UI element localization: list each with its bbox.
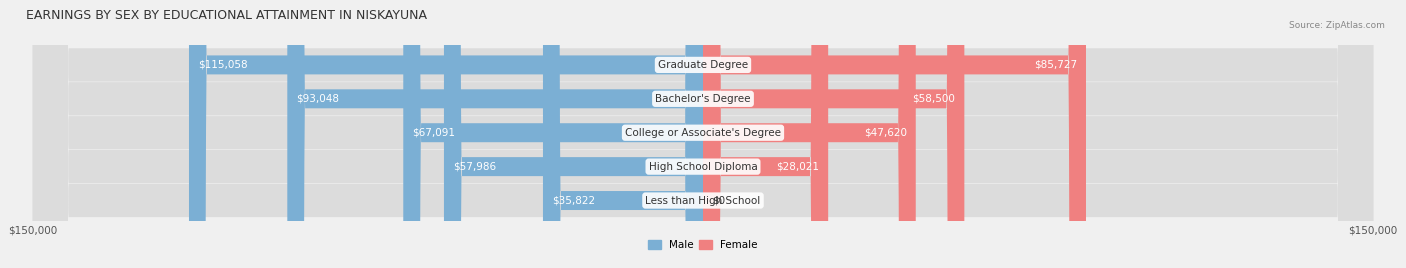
Text: $115,058: $115,058 <box>198 60 247 70</box>
Text: $58,500: $58,500 <box>912 94 956 104</box>
Text: $35,822: $35,822 <box>553 196 595 206</box>
Text: Source: ZipAtlas.com: Source: ZipAtlas.com <box>1289 21 1385 31</box>
FancyBboxPatch shape <box>404 0 703 268</box>
Text: College or Associate's Degree: College or Associate's Degree <box>626 128 780 138</box>
Text: $57,986: $57,986 <box>453 162 496 172</box>
FancyBboxPatch shape <box>32 0 1374 268</box>
FancyBboxPatch shape <box>32 0 1374 268</box>
Text: Graduate Degree: Graduate Degree <box>658 60 748 70</box>
FancyBboxPatch shape <box>703 0 1085 268</box>
FancyBboxPatch shape <box>188 0 703 268</box>
Legend: Male, Female: Male, Female <box>644 236 762 254</box>
FancyBboxPatch shape <box>287 0 703 268</box>
Text: $0: $0 <box>711 196 725 206</box>
Text: $93,048: $93,048 <box>297 94 339 104</box>
Text: $85,727: $85,727 <box>1033 60 1077 70</box>
Text: $47,620: $47,620 <box>863 128 907 138</box>
FancyBboxPatch shape <box>703 0 965 268</box>
Text: Less than High School: Less than High School <box>645 196 761 206</box>
FancyBboxPatch shape <box>703 0 828 268</box>
FancyBboxPatch shape <box>703 0 915 268</box>
Text: EARNINGS BY SEX BY EDUCATIONAL ATTAINMENT IN NISKAYUNA: EARNINGS BY SEX BY EDUCATIONAL ATTAINMEN… <box>27 9 427 22</box>
FancyBboxPatch shape <box>32 0 1374 268</box>
Text: Bachelor's Degree: Bachelor's Degree <box>655 94 751 104</box>
FancyBboxPatch shape <box>32 0 1374 268</box>
Text: $28,021: $28,021 <box>776 162 820 172</box>
Text: High School Diploma: High School Diploma <box>648 162 758 172</box>
Text: $67,091: $67,091 <box>412 128 456 138</box>
FancyBboxPatch shape <box>543 0 703 268</box>
FancyBboxPatch shape <box>444 0 703 268</box>
FancyBboxPatch shape <box>32 0 1374 268</box>
